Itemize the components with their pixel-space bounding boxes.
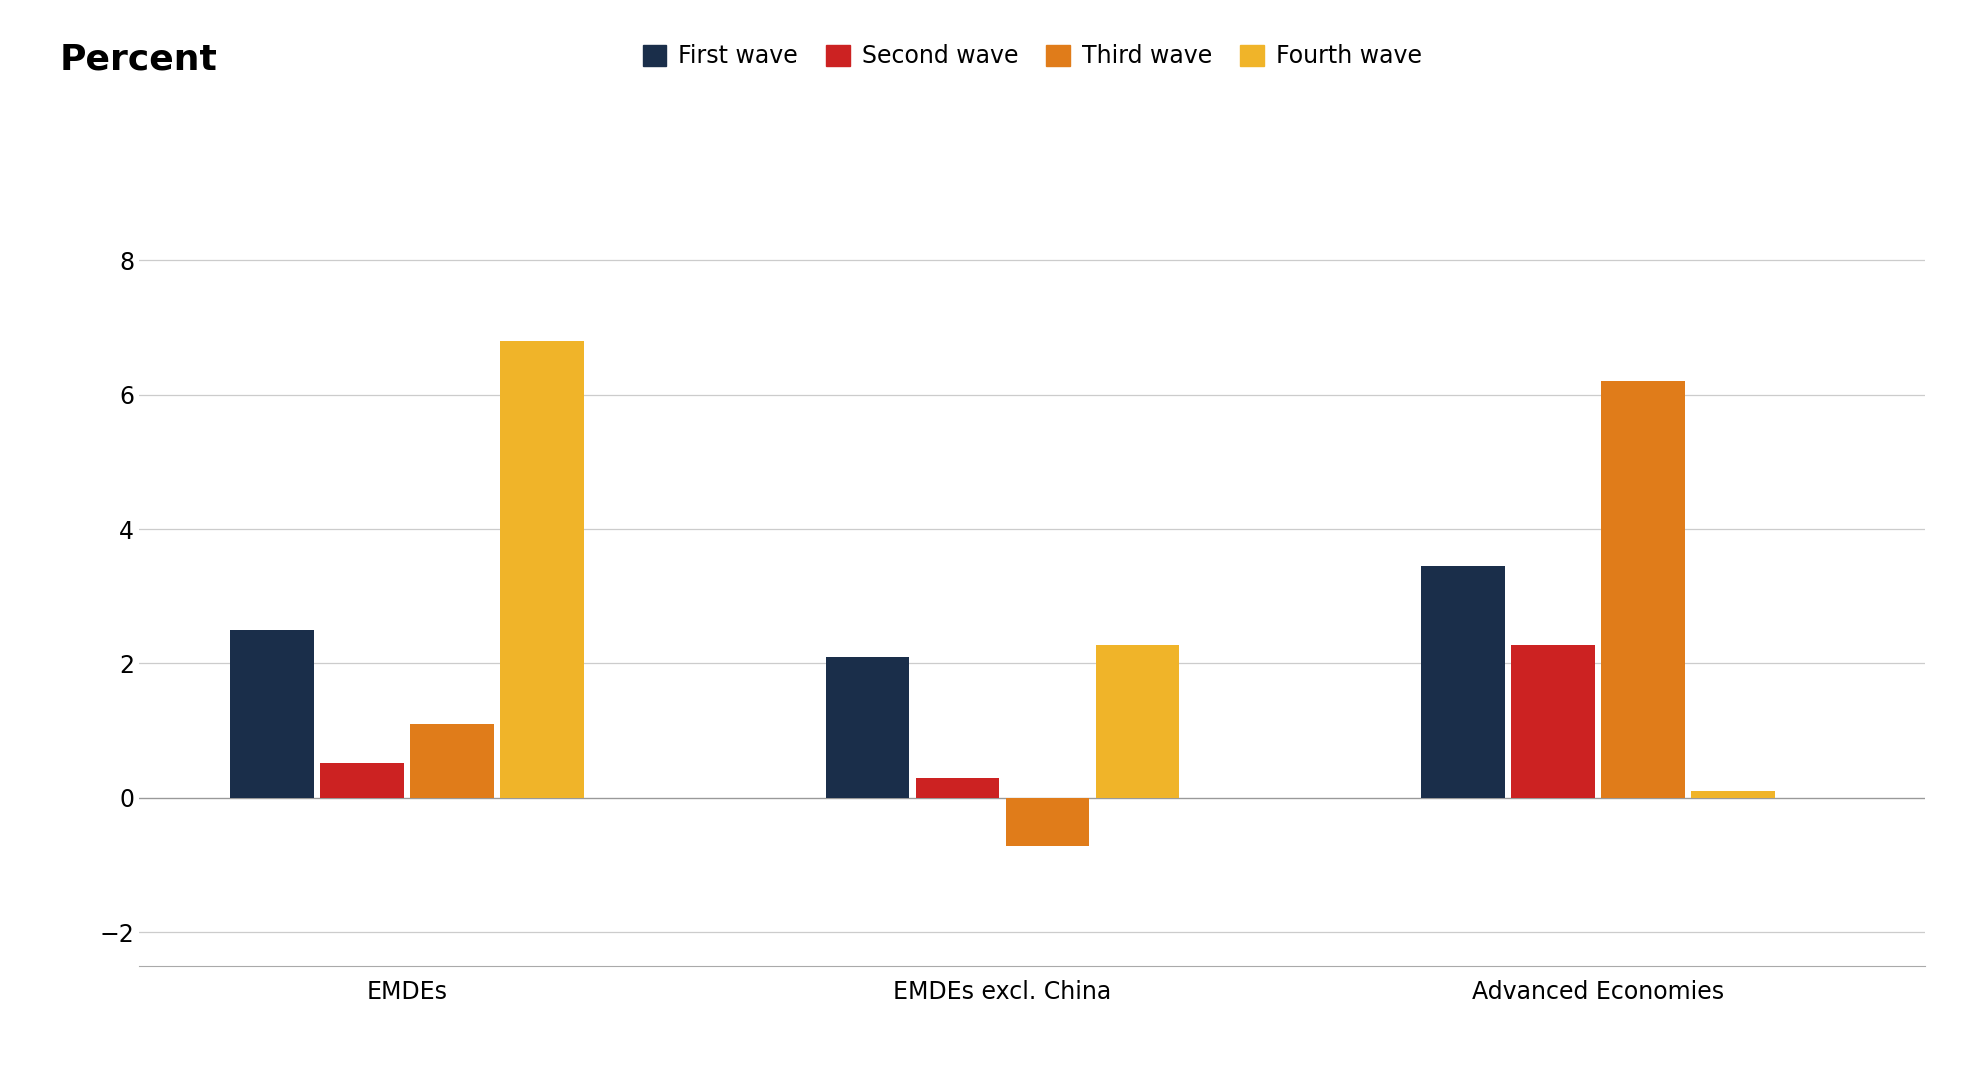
Bar: [500, 341, 584, 797]
Bar: [230, 630, 314, 797]
Bar: [411, 724, 494, 797]
Bar: [320, 763, 403, 797]
Bar: [915, 778, 998, 797]
Bar: [1602, 381, 1685, 797]
Bar: [1691, 791, 1775, 797]
Legend: First wave, Second wave, Third wave, Fourth wave: First wave, Second wave, Third wave, Fou…: [633, 35, 1431, 78]
Bar: [1096, 645, 1179, 797]
Text: Percent: Percent: [60, 43, 218, 77]
Bar: [1511, 645, 1594, 797]
Bar: [1006, 797, 1090, 847]
Bar: [826, 657, 909, 797]
Bar: [1421, 565, 1505, 797]
